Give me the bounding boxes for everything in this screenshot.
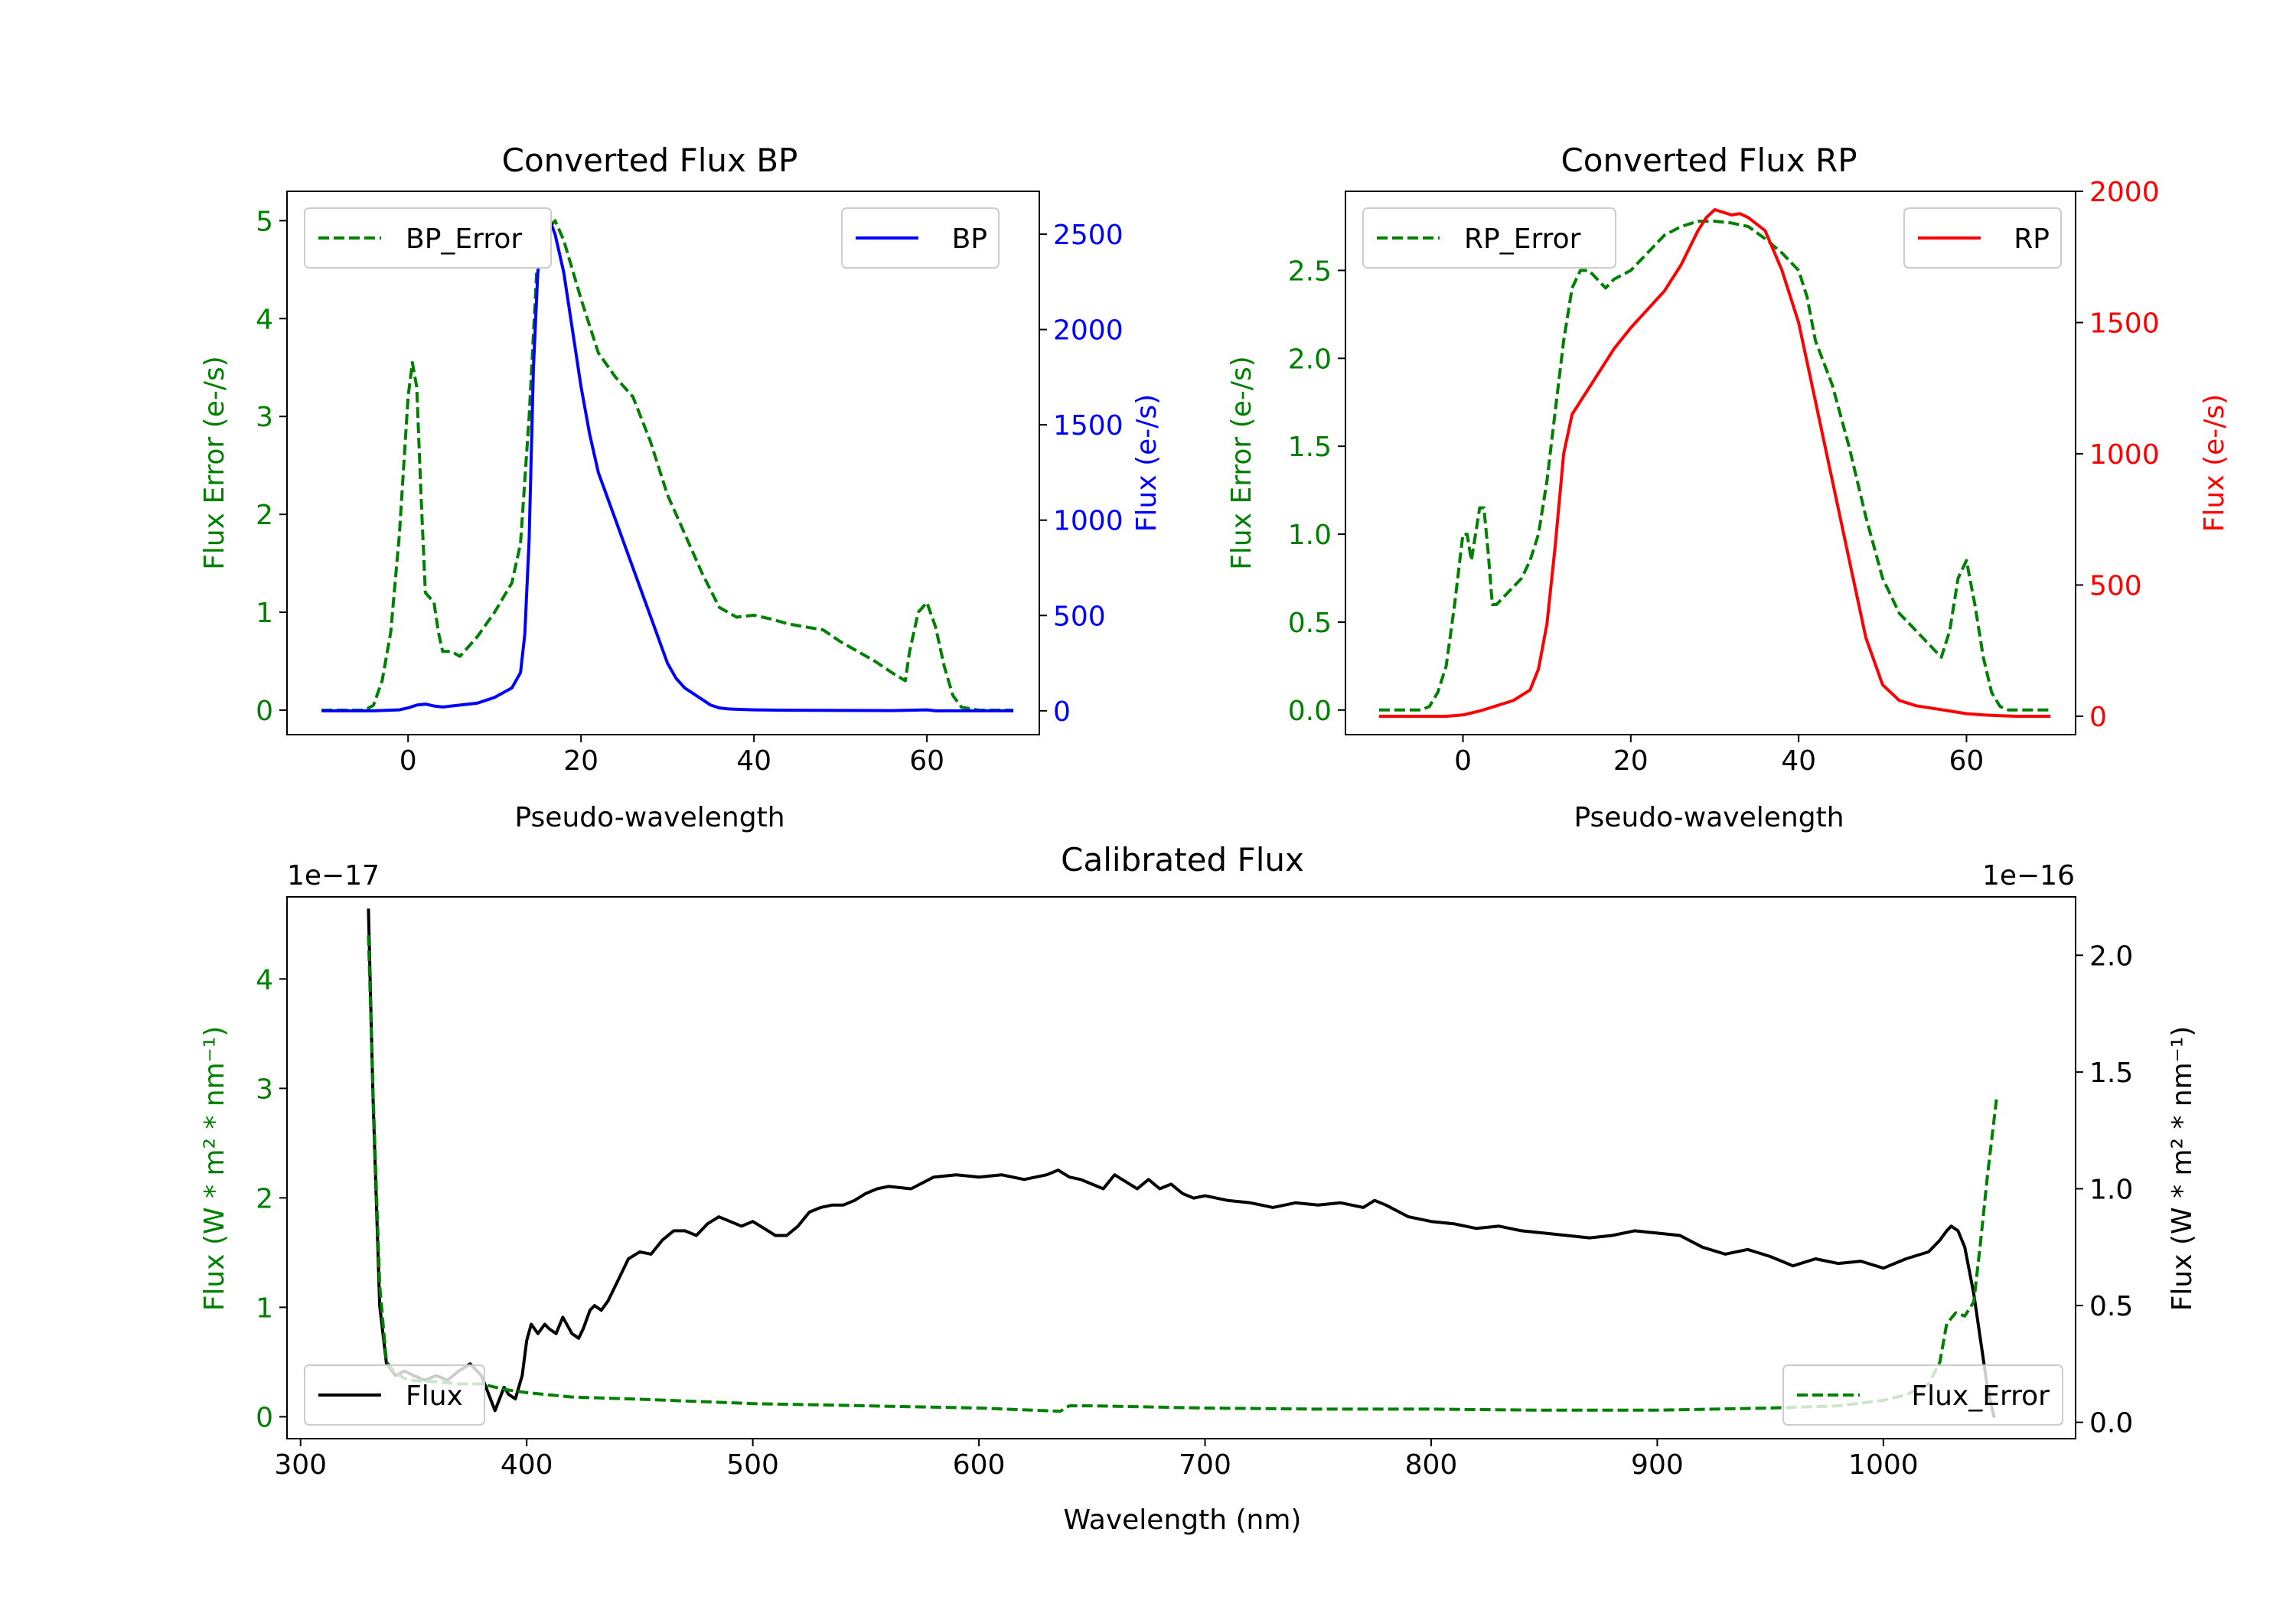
- rp-xtick-label: 0: [1454, 745, 1472, 777]
- rp-plot-area: 0 20 40 60 0.0 0.5 1.0 1.5 2.0 2.5 0 500 1000 1500 200…: [1288, 177, 2160, 777]
- bp-ytick-right-label: 2500: [1053, 220, 1124, 251]
- rp-ytick-right-label: 500: [2089, 570, 2142, 601]
- cal-xtick-label: 700: [1179, 1449, 1231, 1481]
- rp-xtick-label: 40: [1781, 745, 1816, 777]
- cal-series-flux-error: [367, 935, 1998, 1413]
- bp-ytick-right-label: 1000: [1053, 506, 1124, 537]
- panel-bp: 0 20 40 60 0 1 2 3 4 5 0 500 1000 1500 2000 2500 Conver…: [199, 142, 1163, 833]
- cal-legend-right: Flux_Error: [1782, 1364, 2063, 1426]
- cal-ytick-left-label: 0: [256, 1402, 273, 1433]
- bp-title: Converted Flux BP: [502, 142, 798, 179]
- cal-plot-area: 300 400 500 600 700 800 900 1000 0 1 2 3 4 0.0 0.5 1.0 1…: [256, 896, 2133, 1481]
- bp-ylabel-left: Flux Error (e-/s): [199, 356, 230, 570]
- cal-axes-frame: [286, 896, 2076, 1439]
- cal-ylabel-left: Flux (W * m² * nm⁻¹): [199, 1026, 230, 1312]
- cal-xtick-label: 400: [501, 1449, 553, 1481]
- rp-ytick-left-label: 1.5: [1288, 432, 1332, 463]
- rp-legend-right-label: RP: [2014, 223, 2050, 255]
- bp-ytick-right-label: 0: [1053, 696, 1071, 728]
- bp-xlabel: Pseudo-wavelength: [514, 802, 784, 833]
- bp-series-bp: [321, 210, 1014, 712]
- rp-xlabel: Pseudo-wavelength: [1574, 802, 1844, 833]
- bp-ytick-left-label: 2: [256, 500, 273, 531]
- rp-ytick-right-label: 2000: [2089, 177, 2160, 208]
- cal-xtick-label: 300: [274, 1449, 327, 1481]
- bp-ytick-right-label: 1500: [1053, 410, 1124, 442]
- cal-xtick-label: 800: [1405, 1449, 1458, 1481]
- cal-ytick-right-label: 0.0: [2089, 1408, 2133, 1439]
- rp-ylabel-right: Flux (e-/s): [2199, 394, 2230, 532]
- bp-xtick-label: 20: [563, 745, 598, 777]
- cal-ylabel-right: Flux (W * m² * nm⁻¹): [2167, 1026, 2198, 1312]
- rp-legend-left: RP_Error: [1362, 207, 1616, 269]
- bp-legend-right-label: BP: [952, 223, 987, 255]
- rp-ytick-left-label: 0.5: [1288, 608, 1332, 639]
- rp-legend-right: RP: [1903, 207, 2062, 269]
- cal-xtick-label: 900: [1631, 1449, 1684, 1481]
- rp-xtick-label: 20: [1613, 745, 1649, 777]
- rp-series-rp-error: [1378, 220, 2051, 712]
- bp-ytick-right-label: 500: [1053, 601, 1106, 632]
- rp-legend-left-label: RP_Error: [1464, 223, 1581, 255]
- cal-title: Calibrated Flux: [1061, 841, 1304, 878]
- rp-xtick-label: 60: [1949, 745, 1985, 777]
- cal-offset-left: 1e−17: [287, 860, 380, 892]
- bp-legend-right: BP: [841, 207, 1000, 269]
- cal-legend-left: Flux: [304, 1364, 485, 1426]
- rp-ytick-left-label: 1.0: [1288, 520, 1332, 551]
- cal-series-flux: [367, 908, 1996, 1418]
- cal-offset-right: 1e−16: [1982, 860, 2075, 892]
- panel-rp: 0 20 40 60 0.0 0.5 1.0 1.5 2.0 2.5 0 500 1000 1500 200…: [1226, 142, 2230, 833]
- cal-xlabel: Wavelength (nm): [1064, 1504, 1302, 1536]
- cal-ytick-right-label: 0.5: [2089, 1291, 2133, 1322]
- bp-xtick-label: 0: [400, 745, 417, 777]
- rp-ytick-left-label: 2.0: [1288, 344, 1332, 375]
- bp-legend-left-label: BP_Error: [406, 223, 522, 255]
- cal-xtick-label: 1000: [1848, 1449, 1919, 1481]
- cal-xtick-label: 600: [953, 1449, 1006, 1481]
- bp-legend-left: BP_Error: [304, 207, 552, 269]
- cal-ytick-right-label: 2.0: [2089, 940, 2133, 972]
- rp-ytick-right-label: 1500: [2089, 308, 2160, 339]
- cal-ytick-left-label: 4: [256, 964, 273, 996]
- bp-axes-frame: [286, 191, 1040, 735]
- cal-ytick-left-label: 3: [256, 1074, 273, 1105]
- bp-xtick-label: 60: [909, 745, 944, 777]
- bp-ytick-left-label: 4: [256, 304, 273, 335]
- bp-ytick-right-label: 2000: [1053, 315, 1124, 347]
- cal-legend-right-label: Flux_Error: [1911, 1380, 2050, 1412]
- bp-ytick-left-label: 5: [256, 206, 273, 237]
- rp-ytick-left-label: 2.5: [1288, 256, 1332, 287]
- rp-ytick-left-label: 0.0: [1288, 696, 1332, 727]
- rp-series-rp: [1378, 208, 2051, 718]
- rp-axes-frame: [1345, 191, 2076, 735]
- bp-ytick-left-label: 0: [256, 696, 273, 727]
- rp-title: Converted Flux RP: [1561, 142, 1857, 179]
- bp-ytick-left-label: 3: [256, 402, 273, 433]
- bp-plot-area: 0 20 40 60 0 1 2 3 4 5 0 500 1000 1500 2000 2500: [256, 191, 1124, 777]
- cal-ytick-right-label: 1.0: [2089, 1174, 2133, 1205]
- cal-ytick-left-label: 2: [256, 1183, 273, 1214]
- rp-ytick-right-label: 0: [2089, 702, 2107, 733]
- cal-ytick-left-label: 1: [256, 1292, 273, 1324]
- cal-xtick-label: 500: [726, 1449, 779, 1481]
- cal-ytick-right-label: 1.5: [2089, 1058, 2133, 1089]
- bp-ytick-left-label: 1: [256, 598, 273, 629]
- rp-ylabel-left: Flux Error (e-/s): [1226, 356, 1257, 570]
- rp-ytick-right-label: 1000: [2089, 439, 2160, 471]
- bp-ylabel-right: Flux (e-/s): [1131, 394, 1163, 532]
- bp-series-bp-error: [321, 219, 1014, 712]
- panel-calibrated: 300 400 500 600 700 800 900 1000 0 1 2 3 4 0.0 0.5 1.0 1…: [199, 841, 2198, 1536]
- bp-xtick-label: 40: [736, 745, 771, 777]
- cal-legend-left-label: Flux: [406, 1380, 463, 1412]
